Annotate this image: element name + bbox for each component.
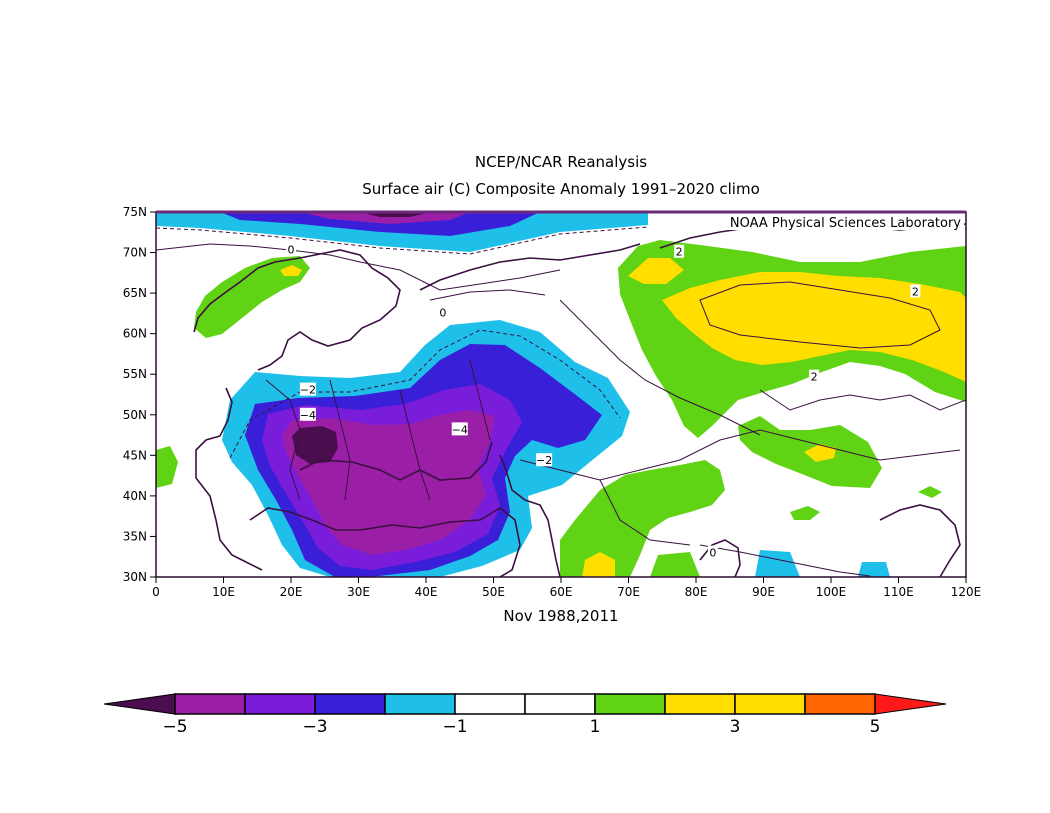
contour-label-bg — [536, 453, 553, 467]
contour-label: 0 — [439, 307, 446, 320]
lon-tick-label: 50E — [482, 585, 505, 599]
lon-tick-label: 30E — [347, 585, 370, 599]
field-lt-minus5-core — [292, 426, 338, 464]
title-line-1: NCEP/NCAR Reanalysis — [475, 153, 647, 171]
title-line-2: Surface air (C) Composite Anomaly 1991–2… — [362, 180, 760, 198]
colorbar: −5 −3 −1 1 3 5 — [103, 693, 947, 737]
contour-lines — [156, 243, 941, 577]
colorbar-label: −1 — [442, 717, 467, 737]
colorbar-label: −5 — [162, 717, 187, 737]
lat-tick-label: 70N — [123, 246, 147, 260]
contour-label: 0 — [288, 243, 295, 256]
field-plus1-tibet — [650, 552, 700, 577]
field-plus1-scandinavia — [194, 256, 310, 338]
contour-label: −2 — [300, 384, 316, 397]
colorbar-label: 5 — [870, 717, 881, 737]
contour-label: −4 — [300, 409, 316, 422]
colorbar-high-arrow — [874, 693, 947, 715]
colorbar-swatch — [244, 693, 316, 715]
negative-contour-lines — [156, 226, 649, 459]
contour-label: 0 — [709, 547, 716, 560]
colorbar-swatch — [174, 693, 246, 715]
credit-text: NOAA Physical Sciences Laboratory — [730, 216, 961, 231]
contour-labels: 0 0 0 2 2 2 −2 −4 −4 −2 — [286, 242, 921, 560]
field-minus2-east — [858, 562, 890, 577]
contour-label: −4 — [452, 423, 468, 436]
colorbar-swatch — [314, 693, 386, 715]
field-plus2-southwest — [582, 552, 615, 577]
colorbar-swatch — [664, 693, 736, 715]
lat-tick-label: 40N — [123, 489, 147, 503]
colorbar-low-arrow — [103, 693, 176, 715]
contour-label-bg — [809, 369, 820, 383]
contour-label-bg — [299, 382, 316, 396]
lat-tick-label: 30N — [123, 570, 147, 584]
latitude-axis: 30N 35N 40N 45N 50N 55N 60N 65N 70N 75N — [123, 205, 156, 584]
lat-tick-label: 65N — [123, 286, 147, 300]
colorbar-swatch — [524, 693, 596, 715]
lon-tick-label: 100E — [816, 585, 847, 599]
field-plus1-small-b — [918, 486, 942, 498]
contour-label-bg — [910, 284, 921, 298]
colorbar-swatch — [594, 693, 666, 715]
longitude-axis: 0 10E 20E 30E 40E 50E 60E 70E 80E 90E 100E 110E 120E — [152, 577, 981, 599]
field-plus2-siberia — [662, 272, 966, 382]
colorbar-swatch — [734, 693, 806, 715]
colorbar-label: 1 — [590, 717, 601, 737]
lat-tick-label: 45N — [123, 448, 147, 462]
coastlines — [193, 221, 966, 577]
lon-tick-label: 20E — [280, 585, 303, 599]
lon-tick-label: 60E — [550, 585, 573, 599]
contour-label-bg — [674, 244, 685, 258]
contour-label: 2 — [811, 371, 818, 384]
period-label: Nov 1988,2011 — [503, 607, 618, 625]
lat-tick-label: 55N — [123, 367, 147, 381]
contour-label-bg — [299, 407, 316, 421]
field-plus2-taymyr — [628, 258, 684, 284]
field-plus1-small-a — [790, 506, 820, 520]
contour-label-bg — [451, 422, 468, 436]
lon-tick-label: 0 — [152, 585, 160, 599]
lon-tick-label: 120E — [951, 585, 982, 599]
map-plot — [156, 212, 966, 577]
contour-label-bg — [286, 242, 296, 256]
field-minus4-north — [300, 212, 470, 224]
field-plus1-west-edge — [156, 446, 178, 488]
lat-tick-label: 75N — [123, 205, 147, 219]
field-minus3-north — [220, 212, 540, 236]
lon-tick-label: 110E — [883, 585, 914, 599]
contour-label-bg — [437, 305, 448, 319]
lon-tick-label: 40E — [415, 585, 438, 599]
lon-tick-label: 90E — [752, 585, 775, 599]
country-borders — [265, 359, 966, 546]
field-plus1-southwest — [560, 460, 725, 577]
contour-label: 2 — [676, 246, 683, 259]
credit-box — [688, 214, 964, 230]
colorbar-swatch — [804, 693, 876, 715]
colorbar-label: −3 — [302, 717, 327, 737]
colorbar-swatch — [384, 693, 456, 715]
colorbar-swatch — [454, 693, 526, 715]
lat-tick-label: 50N — [123, 408, 147, 422]
field-plus2-scandinavia — [280, 265, 302, 276]
lat-tick-label: 35N — [123, 529, 147, 543]
colorbar-label: 3 — [730, 717, 741, 737]
contour-label-bg — [707, 545, 718, 559]
lon-tick-label: 70E — [617, 585, 640, 599]
contour-label: 2 — [912, 285, 919, 298]
lon-tick-label: 10E — [212, 585, 235, 599]
contour-label: −2 — [536, 454, 552, 467]
lon-tick-label: 80E — [685, 585, 708, 599]
lat-tick-label: 60N — [123, 327, 147, 341]
field-plus2-mongolia — [804, 444, 836, 462]
